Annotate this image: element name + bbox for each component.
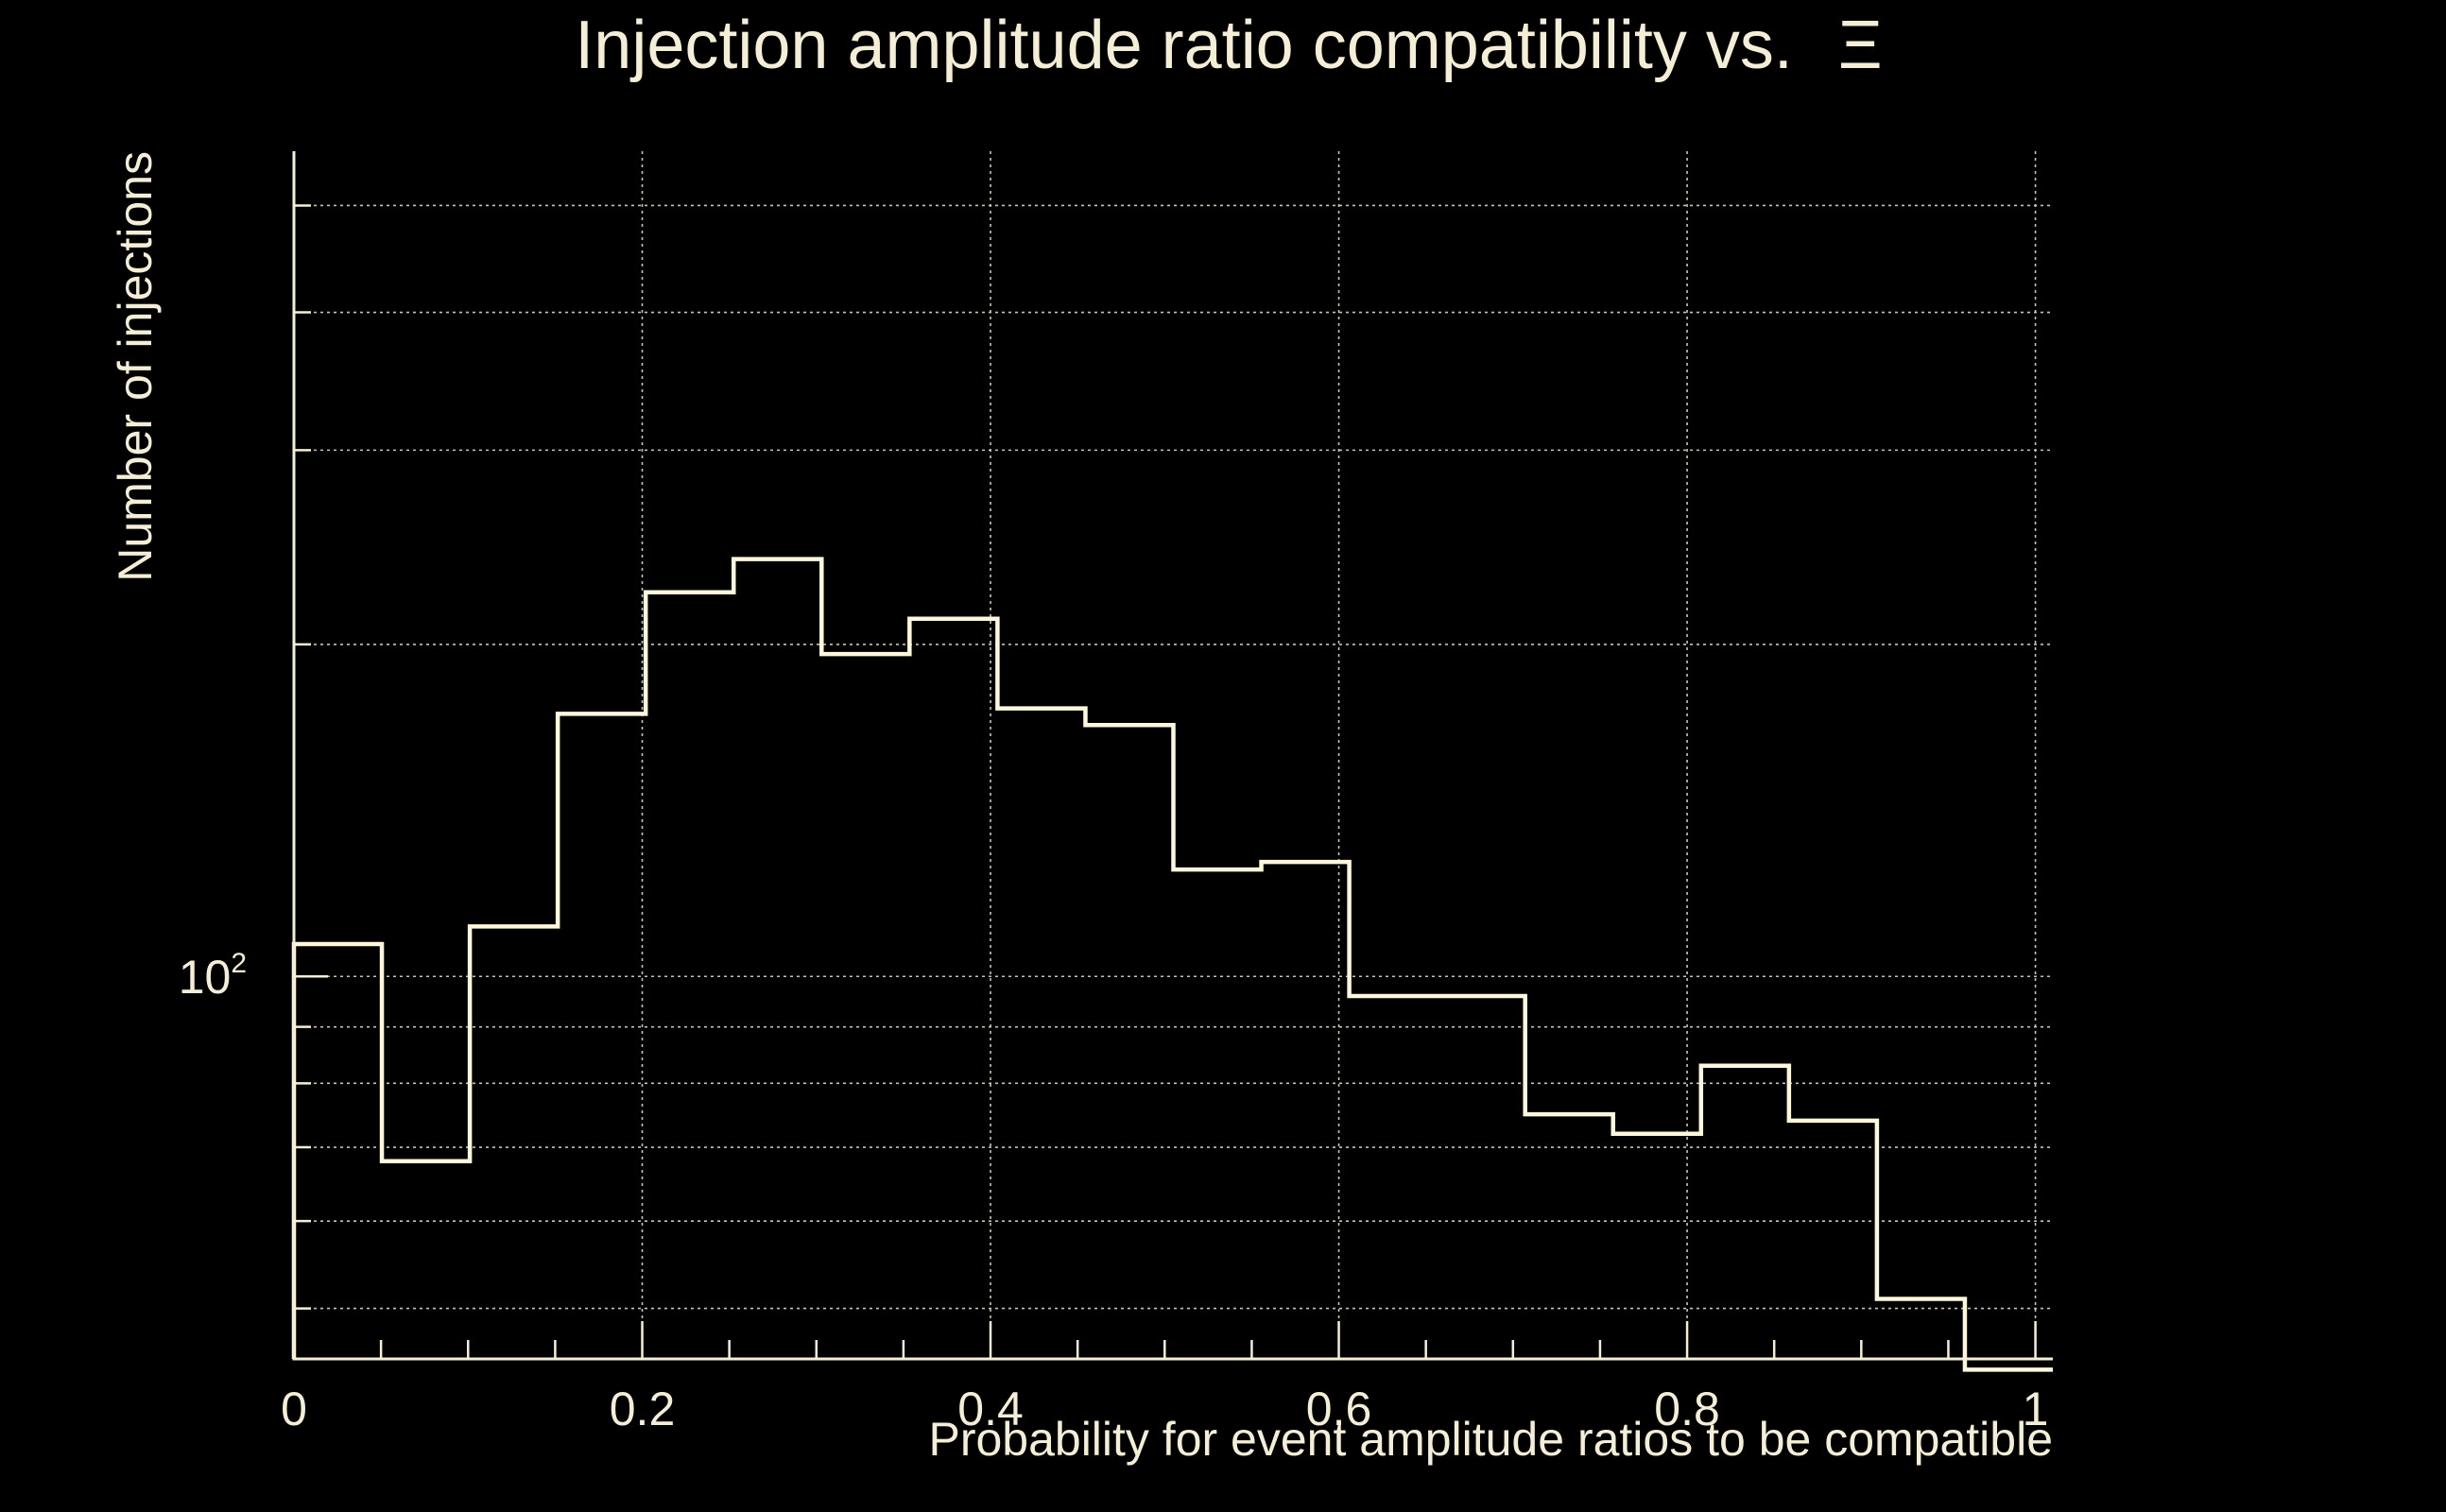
- histogram-outline: [291, 557, 2053, 1372]
- axes-frame: [292, 151, 2053, 1361]
- histogram-series: [291, 557, 2053, 1372]
- chart-title-symbol: Ξ: [1838, 8, 1883, 83]
- axis-ticks: [292, 204, 2037, 1359]
- x-axis-label: Probability for event amplitude ratios t…: [928, 1413, 2053, 1466]
- x-tick-label-5: 1: [2023, 1383, 2049, 1435]
- x-tick-label-1: 0.2: [610, 1383, 676, 1435]
- y-tick-base: 10: [179, 951, 232, 1004]
- x-tick-label-4: 0.8: [1654, 1383, 1720, 1435]
- x-tick-label-3: 0.6: [1306, 1383, 1372, 1435]
- x-tick-label-0: 0: [281, 1383, 307, 1435]
- x-tick-labels: 0 0.2 0.4 0.6 0.8 1: [281, 1383, 2048, 1435]
- y-tick-label-100: 102: [179, 948, 247, 1004]
- x-tick-label-2: 0.4: [957, 1383, 1024, 1435]
- chart-title: Injection amplitude ratio compatibility …: [575, 8, 1882, 83]
- y-axis-label: Number of injections: [109, 151, 162, 582]
- y-tick-exponent: 2: [231, 948, 247, 979]
- grid-lines: [294, 151, 2053, 1359]
- chart-title-text: Injection amplitude ratio compatibility …: [575, 8, 1793, 83]
